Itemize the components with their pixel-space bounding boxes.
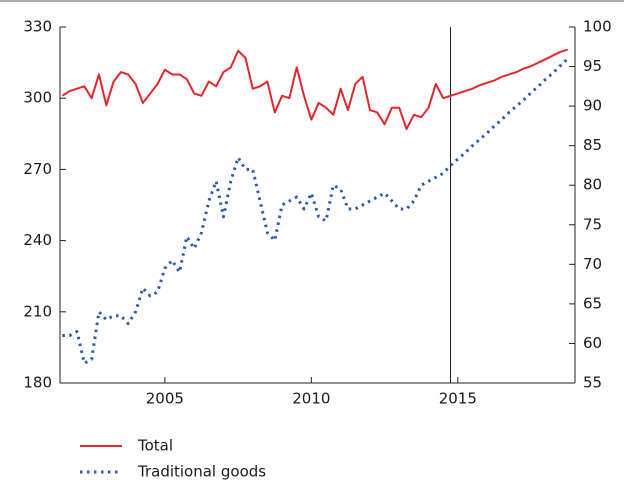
y2-tick-label: 70	[583, 255, 602, 273]
legend-label: Traditional goods	[137, 463, 266, 481]
x-tick-label: 2010	[292, 390, 330, 408]
y2-tick-label: 60	[583, 334, 602, 352]
y2-tick-label: 65	[583, 294, 602, 312]
x-tick-label: 2005	[146, 390, 184, 408]
y2-tick-label: 85	[583, 136, 602, 154]
y2-tick-label: 75	[583, 215, 602, 233]
y-tick-label: 210	[23, 302, 52, 320]
x-tick-label: 2015	[439, 390, 477, 408]
legend-label: Total	[137, 437, 173, 455]
y-tick-label: 330	[23, 18, 52, 36]
y-tick-label: 240	[23, 231, 52, 249]
y2-tick-label: 80	[583, 176, 602, 194]
y-tick-label: 300	[23, 89, 52, 107]
y2-tick-label: 100	[583, 18, 612, 36]
y2-tick-label: 95	[583, 57, 602, 75]
y-tick-label: 180	[23, 374, 52, 392]
y-tick-label: 270	[23, 160, 52, 178]
y2-tick-label: 55	[583, 374, 602, 392]
series-line	[62, 57, 569, 365]
series-line	[61, 48, 568, 131]
y2-tick-label: 90	[583, 97, 602, 115]
